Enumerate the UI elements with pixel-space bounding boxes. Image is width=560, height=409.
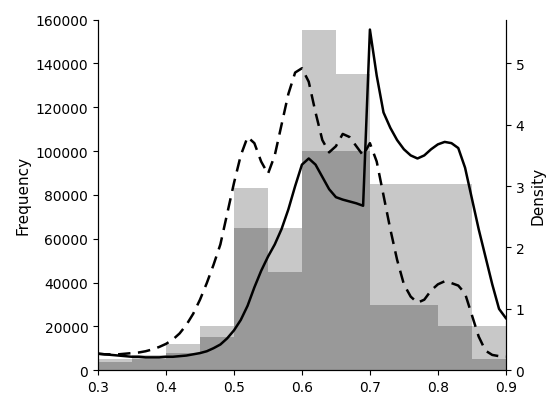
Bar (404, 305, 438, 371)
Bar (472, 360, 506, 371)
Bar (166, 353, 200, 371)
Bar (302, 31, 336, 371)
Bar (268, 228, 302, 371)
Bar (336, 152, 370, 371)
Y-axis label: Density: Density (530, 166, 545, 225)
Bar (438, 327, 472, 371)
Bar (98, 360, 132, 371)
Bar (302, 152, 336, 371)
Bar (268, 272, 302, 371)
Bar (336, 75, 370, 371)
Bar (98, 362, 132, 371)
Bar (132, 360, 166, 371)
Y-axis label: Frequency: Frequency (15, 156, 30, 235)
Bar (166, 344, 200, 371)
Bar (132, 355, 166, 371)
Bar (472, 327, 506, 371)
Bar (438, 184, 472, 371)
Bar (234, 228, 268, 371)
Bar (234, 189, 268, 371)
Bar (370, 305, 404, 371)
Bar (200, 327, 234, 371)
Bar (370, 184, 404, 371)
Bar (404, 184, 438, 371)
Bar (200, 337, 234, 371)
